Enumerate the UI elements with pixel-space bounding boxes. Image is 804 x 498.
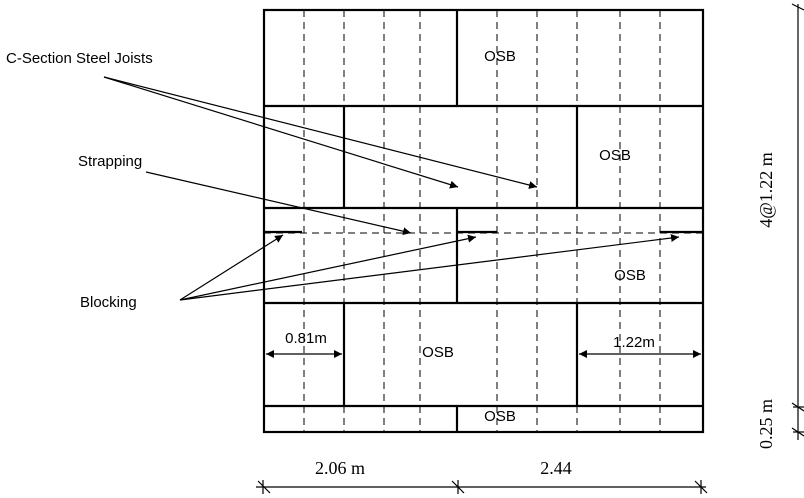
width-left-dimension: 2.06 m [315,458,365,478]
strapping-label: Strapping [78,153,142,170]
joists-label: C-Section Steel Joists [6,50,153,67]
width-right-dimension: 2.44 [540,458,572,478]
osb-label-3: OSB [614,267,646,284]
osb-label-4: OSB [422,344,454,361]
osb-label-1: OSB [484,48,516,65]
height-main-dimension: 4@1.22 m [756,152,776,228]
osb-label-2: OSB [599,147,631,164]
height-bottom-dimension: 0.25 m [756,399,776,449]
panel-right-dimension: 1.22m [613,334,655,351]
callout-arrows [103,76,680,301]
height-dimension-line [791,3,804,440]
blocking-label: Blocking [80,294,137,311]
osb-label-5: OSB [484,408,516,425]
panel-left-dimension: 0.81m [285,330,327,347]
width-dimension-line [256,480,708,494]
floor-frame [262,8,705,434]
